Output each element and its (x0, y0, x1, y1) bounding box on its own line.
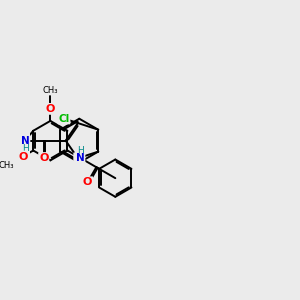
Text: H: H (77, 146, 84, 155)
Text: S: S (74, 153, 82, 163)
Text: N: N (21, 136, 29, 146)
Text: O: O (18, 152, 28, 161)
Text: CH₃: CH₃ (43, 85, 58, 94)
Text: N: N (76, 153, 85, 163)
Text: O: O (83, 177, 92, 187)
Text: O: O (39, 153, 49, 163)
Text: Cl: Cl (58, 113, 70, 124)
Text: CH₃: CH₃ (0, 161, 14, 170)
Text: O: O (46, 104, 55, 114)
Text: H: H (22, 144, 28, 153)
